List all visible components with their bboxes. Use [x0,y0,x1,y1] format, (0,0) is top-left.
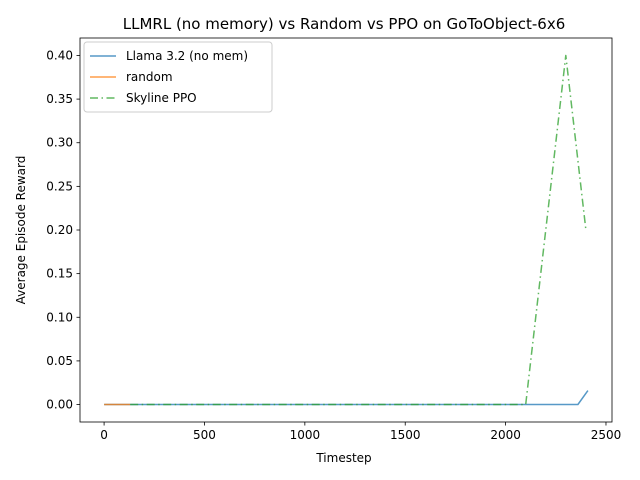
legend: Llama 3.2 (no mem) random Skyline PPO [83,41,273,113]
x-tick-label: 1500 [390,428,421,442]
y-tick-label: 0.30 [46,136,73,150]
y-tick-label: 0.40 [46,48,73,62]
y-tick-label: 0.35 [46,92,73,106]
x-axis-ticks: 0 500 1000 1500 2000 2500 [100,422,621,442]
plot-series [104,54,589,406]
y-tick-label: 0.20 [46,223,73,237]
legend-label: Llama 3.2 (no mem) [126,49,248,63]
x-tick-label: 2000 [490,428,521,442]
x-tick-label: 0 [100,428,108,442]
x-tick-label: 1000 [290,428,321,442]
chart-title: LLMRL (no memory) vs Random vs PPO on Go… [123,15,566,33]
y-axis-ticks: 0.00 0.05 0.10 0.15 0.20 0.25 0.30 0.35 0.40 [46,48,80,412]
y-tick-label: 0.25 [46,179,73,193]
y-axis-title: Average Episode Reward [14,156,28,305]
legend-box [83,41,273,113]
legend-label: random [126,70,173,84]
y-tick-label: 0.15 [46,267,73,281]
x-axis-title: Timestep [315,451,371,465]
y-tick-label: 0.05 [46,354,73,368]
legend-label: Skyline PPO [126,91,197,105]
y-tick-label: 0.10 [46,310,73,324]
series-line-0 [104,390,589,406]
y-tick-label: 0.00 [46,398,73,412]
x-tick-label: 2500 [591,428,622,442]
x-tick-label: 500 [193,428,216,442]
